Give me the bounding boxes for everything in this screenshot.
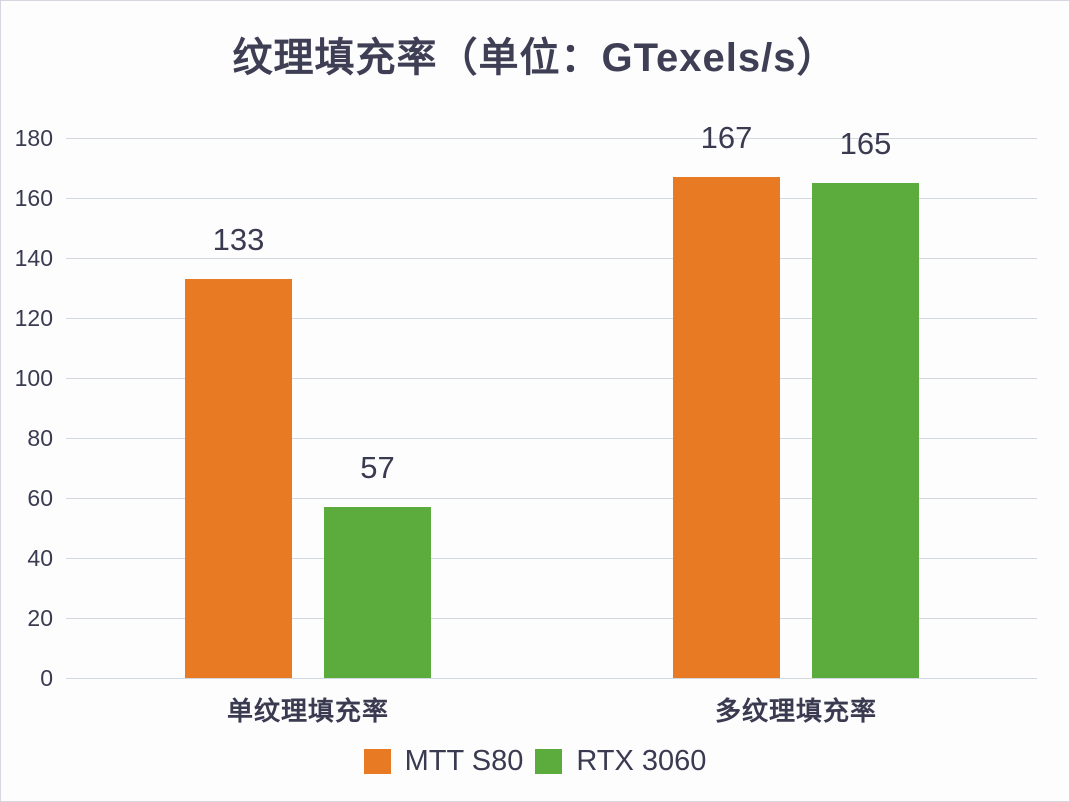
gridline	[66, 318, 1037, 319]
y-axis-tick-label: 120	[14, 305, 53, 331]
y-axis-tick-label: 40	[27, 545, 53, 571]
bar-value-label: 57	[360, 450, 395, 485]
chart-title: 纹理填充率（单位：GTexels/s）	[232, 36, 838, 80]
legend: MTT S80 RTX 3060	[1, 743, 1069, 779]
bar-rtx-3060	[812, 183, 919, 678]
gridline	[66, 498, 1037, 499]
gridline	[66, 258, 1037, 259]
bar-value-label: 167	[700, 120, 753, 155]
x-axis-category-label: 单纹理填充率	[226, 696, 389, 726]
y-axis-tick-label: 100	[14, 365, 53, 391]
bar-mtt-s80	[673, 177, 780, 678]
gridline	[66, 558, 1037, 559]
gridline	[66, 678, 1037, 679]
bar-mtt-s80	[185, 279, 292, 678]
y-axis-tick-label: 80	[27, 425, 53, 451]
y-axis-tick-label: 180	[14, 125, 53, 151]
bar-value-label: 133	[212, 222, 265, 257]
gridline	[66, 138, 1037, 139]
legend-item-mtt-s80: MTT S80	[363, 745, 524, 777]
y-axis-tick-label: 140	[14, 245, 53, 271]
y-axis-tick-label: 20	[27, 605, 53, 631]
y-axis-tick-label: 0	[40, 665, 53, 691]
legend-label: RTX 3060	[576, 745, 707, 777]
gridline	[66, 198, 1037, 199]
legend-swatch-icon	[535, 748, 563, 774]
legend-label: MTT S80	[404, 745, 524, 777]
gridline	[66, 438, 1037, 439]
legend-item-rtx-3060: RTX 3060	[535, 745, 706, 777]
legend-swatch-icon	[363, 748, 391, 774]
y-axis-tick-label: 160	[14, 185, 53, 211]
gridline	[66, 378, 1037, 379]
gridline	[66, 618, 1037, 619]
bar-value-label: 165	[839, 126, 892, 161]
bar-rtx-3060	[324, 507, 431, 678]
y-axis-tick-label: 60	[27, 485, 53, 511]
x-axis-category-label: 多纹理填充率	[714, 696, 877, 726]
